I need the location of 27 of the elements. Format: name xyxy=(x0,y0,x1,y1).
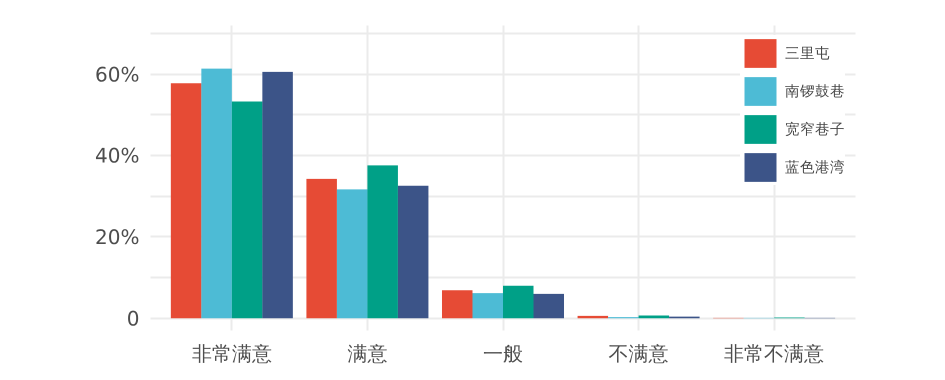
bar xyxy=(578,316,608,318)
bar xyxy=(336,189,368,318)
bar xyxy=(262,72,293,318)
bar xyxy=(534,294,564,318)
y-tick-label: 60% xyxy=(95,62,140,86)
bar xyxy=(638,315,670,318)
x-tick-label: 非常不满意 xyxy=(724,342,824,366)
bar xyxy=(201,68,232,318)
x-tick-label: 一般 xyxy=(483,342,523,366)
bar xyxy=(170,83,202,318)
legend-label: 蓝色港湾 xyxy=(785,158,845,176)
x-tick-label: 不满意 xyxy=(608,342,669,366)
x-tick-label: 满意 xyxy=(347,342,388,366)
bar xyxy=(472,293,503,318)
y-tick-label: 0 xyxy=(126,306,140,330)
bar xyxy=(306,178,337,318)
y-tick-label: 40% xyxy=(95,144,140,168)
bar xyxy=(367,165,398,318)
bar xyxy=(503,286,534,318)
bar xyxy=(232,102,262,318)
bar xyxy=(442,290,472,318)
legend-label: 三里屯 xyxy=(785,44,830,62)
legend-label: 宽窄巷子 xyxy=(785,120,845,138)
x-tick-label: 非常满意 xyxy=(192,342,272,366)
bar xyxy=(398,186,428,318)
legend-label: 南锣鼓巷 xyxy=(785,82,845,100)
y-tick-label: 20% xyxy=(95,224,140,249)
